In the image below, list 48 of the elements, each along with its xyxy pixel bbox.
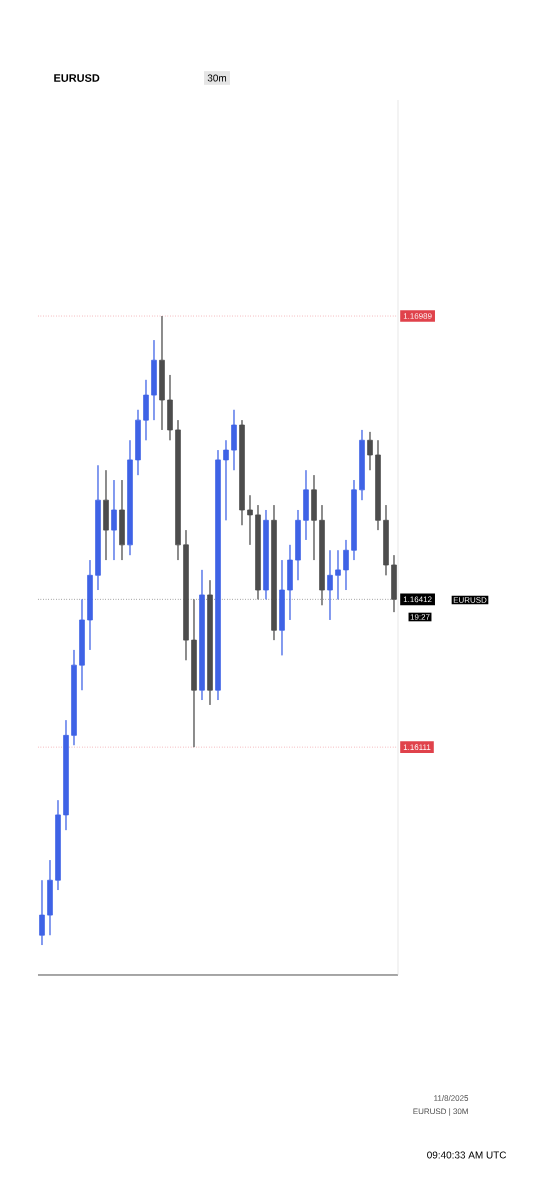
candlestick [175, 419, 181, 561]
candlestick [343, 539, 349, 591]
candlestick [319, 504, 325, 606]
candlestick [335, 549, 341, 600]
candlestick [95, 464, 101, 591]
candlestick [135, 409, 141, 476]
text: 09:40:33 AM UTC [427, 1151, 507, 1159]
candlestick [79, 598, 85, 691]
candlestick [183, 529, 189, 661]
candlestick [263, 509, 269, 600]
candlestick [359, 429, 365, 501]
text: 30m [207, 74, 227, 82]
candlestick [351, 479, 357, 561]
candlestick [63, 719, 69, 831]
candlestick [223, 439, 229, 521]
candlestick [143, 379, 149, 441]
candlestick [239, 419, 245, 526]
candlestick [191, 598, 197, 748]
candlestick [39, 879, 45, 946]
candlestick [391, 554, 397, 613]
candlestick [279, 559, 285, 656]
candlestick [303, 469, 309, 541]
candlestick [47, 859, 53, 936]
candlestick [215, 449, 221, 701]
candlestick [287, 544, 293, 621]
candlestick [383, 504, 389, 576]
candlestick [327, 549, 333, 621]
candlestick [167, 374, 173, 441]
candlestick [151, 339, 157, 421]
candlestick [271, 504, 277, 641]
candlestick [119, 479, 125, 561]
candlestick [311, 474, 317, 561]
candlestick [199, 569, 205, 701]
candlestick [247, 494, 253, 546]
candlestick [71, 649, 77, 746]
chart-title: EURUSD [54, 74, 100, 82]
candlestick [207, 579, 213, 706]
candlestick [103, 469, 109, 561]
candlestick [367, 431, 373, 471]
candlestick [295, 509, 301, 581]
candlestick [87, 559, 93, 651]
candlestick [255, 504, 261, 600]
candlestick [55, 799, 61, 891]
candlestick [231, 409, 237, 471]
candlestick [127, 439, 133, 556]
candlestick [159, 315, 165, 431]
candlestick [111, 479, 117, 561]
candlestick [375, 439, 381, 531]
